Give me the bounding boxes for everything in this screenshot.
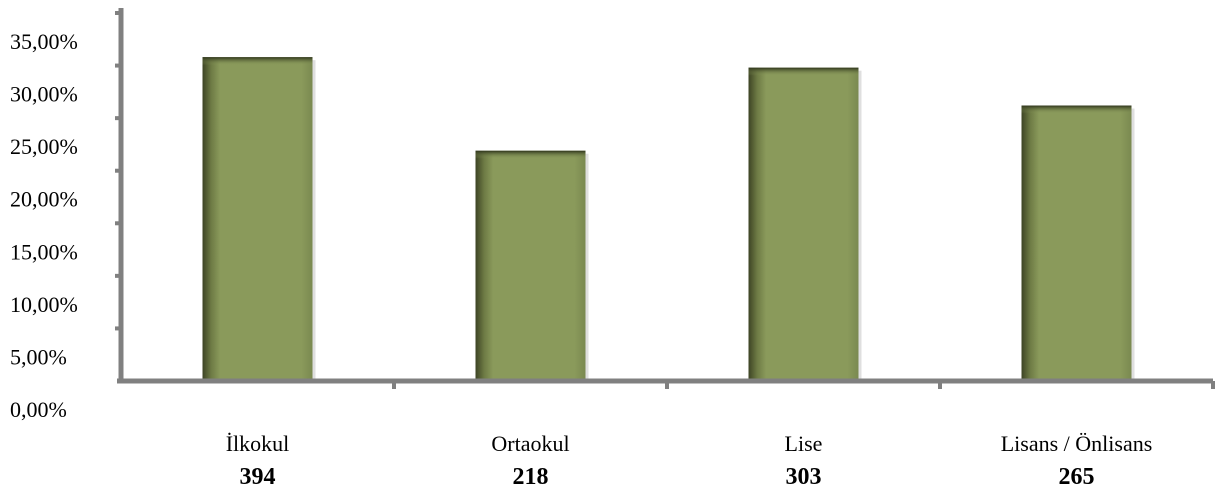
- y-tick-label: 10,00%: [10, 292, 78, 317]
- x-axis-labels: İlkokul 394 Ortaokul 218 Lise 303 Lisans / Önl…: [226, 431, 1153, 490]
- axes: [117, 8, 1215, 389]
- bar: [1021, 105, 1135, 382]
- bar-top-edge: [748, 67, 859, 76]
- bar-top-edge: [1021, 105, 1132, 114]
- bar-body: [202, 57, 313, 381]
- bar-top-edge: [202, 57, 313, 66]
- y-tick-label: 25,00%: [10, 134, 78, 159]
- x-category-count: 394: [240, 464, 276, 490]
- bar-body: [475, 150, 586, 381]
- x-category-label: İlkokul: [226, 431, 290, 456]
- y-tick-label: 30,00%: [10, 82, 78, 107]
- bar: [475, 150, 589, 381]
- x-category-count: 265: [1059, 464, 1095, 490]
- x-category-label: Ortaokul: [491, 431, 569, 456]
- y-axis-ticks: 0,00% 5,00% 10,00% 15,00% 20,00% 25,00% 30,00%…: [10, 11, 121, 422]
- x-category-label: Lisans / Önlisans: [1001, 431, 1153, 456]
- y-tick-label: 5,00%: [10, 344, 67, 369]
- y-tick-label: 15,00%: [10, 239, 78, 264]
- y-tick-label: 20,00%: [10, 187, 78, 212]
- bars: [202, 57, 1135, 382]
- y-tick-label: 35,00%: [10, 29, 78, 54]
- bar: [202, 57, 316, 381]
- y-tick-label: 0,00%: [10, 397, 67, 422]
- x-category-label: Lise: [785, 431, 823, 456]
- bar-body: [748, 67, 859, 381]
- bar: [748, 67, 862, 381]
- x-category-count: 303: [786, 464, 822, 490]
- x-category-count: 218: [513, 464, 549, 490]
- bar-body: [1021, 105, 1132, 382]
- bar-top-edge: [475, 150, 586, 159]
